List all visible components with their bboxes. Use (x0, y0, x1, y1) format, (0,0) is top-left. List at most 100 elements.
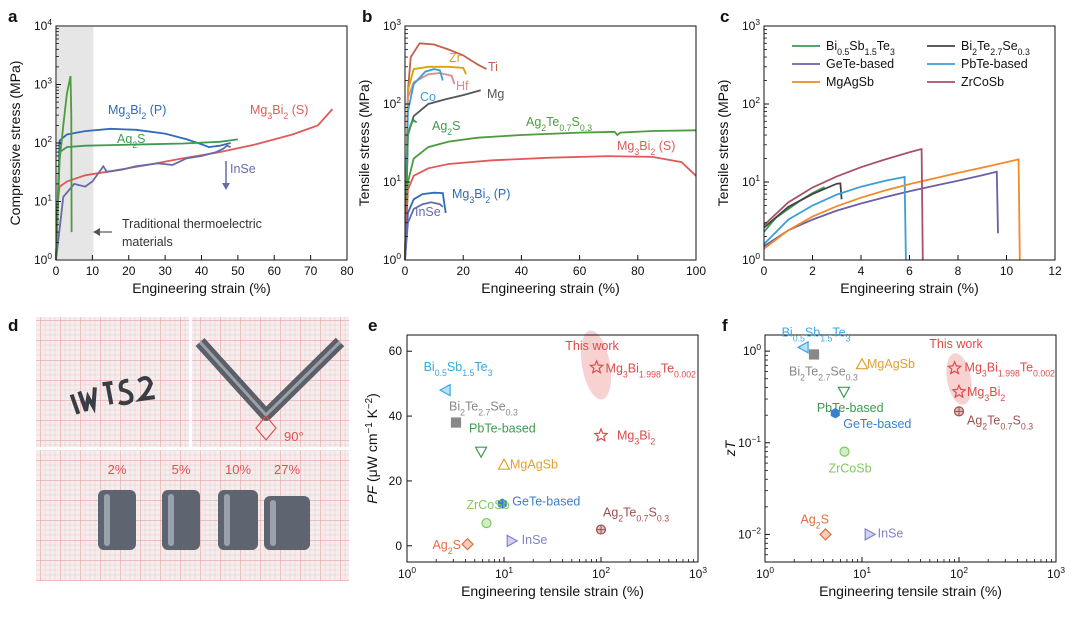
panel-letter: e (368, 316, 377, 335)
point-label: MgAgSb (510, 458, 558, 472)
marker-circle (839, 446, 850, 457)
y-tick-label: 103 (742, 17, 760, 33)
series-line (55, 108, 334, 261)
marker-star (593, 427, 609, 443)
cylinder (162, 490, 200, 550)
annotation-line-2: materials (122, 235, 173, 249)
series-line (763, 175, 907, 261)
marker-circle (481, 517, 492, 529)
compression-label: 10% (225, 462, 251, 477)
x-tick-label: 6 (906, 264, 913, 278)
y-tick-label: 102 (34, 134, 52, 150)
marker-square (808, 349, 820, 360)
x-tick-label: 102 (950, 565, 968, 581)
y-tick-label: 10−1 (738, 434, 761, 450)
panel-letter: d (8, 316, 18, 335)
y-tick-label: 100 (383, 251, 401, 267)
series-line (763, 158, 1021, 261)
series-label: Hf (456, 79, 469, 93)
marker-triangle (837, 386, 851, 399)
letter-strips (69, 376, 156, 415)
x-tick-label: 10 (1000, 264, 1014, 278)
y-tick-label: 102 (383, 95, 401, 111)
x-tick-label: 60 (268, 264, 282, 278)
y-tick-label: 103 (34, 76, 52, 92)
panel-letter: c (720, 7, 729, 26)
series-line (404, 65, 467, 261)
y-tick-label: 60 (389, 344, 403, 358)
x-tick-label: 100 (686, 264, 706, 278)
x-tick-label: 4 (858, 264, 865, 278)
series-label: Mg (487, 87, 504, 101)
legend-label: PbTe-based (961, 57, 1028, 71)
y-axis-title: Compressive stress (MPa) (7, 61, 23, 226)
y-axis-title: zT (722, 439, 738, 457)
x-axis-title: Engineering strain (%) (132, 280, 271, 296)
series-line (55, 138, 239, 261)
strip-2 (135, 376, 156, 402)
x-tick-label: 20 (122, 264, 136, 278)
y-axis-title: Tensile stress (MPa) (715, 80, 731, 207)
x-tick-label: 2 (809, 264, 816, 278)
marker-star (951, 383, 967, 399)
series-line (404, 72, 456, 261)
compression-label: 2% (108, 462, 127, 477)
x-tick-label: 102 (592, 565, 610, 581)
series-label: Mg3Bi2 (S) (617, 139, 675, 157)
series-label: InSe (230, 162, 256, 176)
x-tick-label: 80 (631, 264, 645, 278)
x-tick-label: 50 (231, 264, 245, 278)
y-tick-label: 103 (383, 17, 401, 33)
x-tick-label: 0 (402, 264, 409, 278)
photo-letters (36, 317, 189, 447)
legend-label: MgAgSb (826, 75, 874, 89)
strip-m (69, 387, 97, 415)
x-axis-title: Engineering strain (%) (481, 280, 620, 296)
marker-diamond (461, 537, 474, 551)
x-tick-label: 70 (304, 264, 318, 278)
panel-letter: a (8, 7, 18, 26)
marker-star (588, 359, 605, 374)
x-tick-label: 40 (195, 264, 209, 278)
bend-angle-label: 90° (284, 429, 304, 444)
marker-diamond (819, 528, 832, 541)
series-label: Mg3Bi2 (S) (250, 103, 308, 121)
point-label: Ag2S (432, 538, 461, 556)
y-tick-label: 100 (742, 251, 760, 267)
point-label: Mg3Bi2 (967, 385, 1005, 403)
marker-triangle (796, 340, 809, 354)
panel-a: a 0 10 20 30 40 50 60 70 80 100 101 102 103 104 Enginee… (7, 7, 354, 296)
x-tick-label: 30 (158, 264, 172, 278)
point-label: PbTe-based (469, 422, 536, 436)
panel-letter: f (722, 316, 728, 335)
y-axis-title: Tensile stress (MPa) (356, 80, 372, 207)
x-tick-label: 60 (573, 264, 587, 278)
axes-frame (406, 334, 699, 563)
cylinder-highlight (270, 500, 276, 546)
panel-e: e This work 100 101 102 103 0 20 40 60 Engineering… (364, 316, 708, 599)
y-tick-label: 101 (383, 173, 401, 189)
x-tick-label: 0 (53, 264, 60, 278)
strip-t (102, 380, 114, 405)
y-tick-label: 101 (742, 173, 760, 189)
shaded-region (57, 27, 94, 259)
marker-hexagon (830, 408, 840, 419)
series-line (763, 186, 825, 233)
series-label: Ag2S (117, 132, 146, 150)
point-label: InSe (522, 533, 548, 547)
marker-star (946, 360, 963, 375)
point-label: Ag2S (800, 512, 829, 530)
panel-c: c 0 2 4 6 8 10 12 100 101 102 103 Engineering strain… (715, 7, 1062, 296)
y-tick-label: 100 (743, 342, 761, 358)
marker-triangle (864, 527, 877, 541)
cylinder (98, 490, 136, 550)
series-label: InSe (415, 205, 441, 219)
x-tick-label: 80 (340, 264, 354, 278)
series-label: Mg3Bi2 (P) (452, 187, 510, 205)
series-label: Ti (488, 60, 498, 74)
series-label: Co (420, 90, 436, 104)
x-tick-label: 103 (689, 565, 707, 581)
point-label: GeTe-based (512, 495, 580, 509)
series-label: Mg3Bi2 (P) (108, 103, 166, 121)
marker-triangle (506, 534, 519, 548)
